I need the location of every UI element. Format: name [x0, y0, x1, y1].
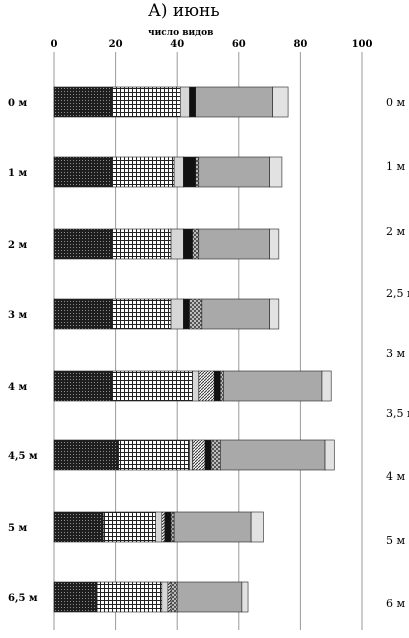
bar-segment — [112, 370, 193, 402]
category-label: 6,5 м — [8, 593, 38, 604]
bar-segment — [213, 370, 221, 402]
category-label: 4,5 м — [8, 451, 38, 462]
bar-segment — [195, 156, 200, 188]
right-label: 2 м — [386, 225, 405, 238]
x-tick-label: 80 — [293, 39, 307, 50]
right-label: 0 м — [386, 96, 405, 109]
bar-segment — [269, 228, 280, 260]
bar-segment — [53, 156, 113, 188]
chart-title: А) июнь — [148, 1, 220, 21]
x-tick-labels: 0 20 40 60 80 100 — [51, 39, 373, 50]
bar-segment — [192, 439, 206, 471]
bar-segment — [272, 86, 289, 118]
bar-segment — [53, 581, 98, 613]
bar-segment — [170, 228, 184, 260]
bar-segment — [321, 370, 332, 402]
bar-segment — [176, 581, 243, 613]
bar-segment — [183, 228, 193, 260]
x-axis-label: число видов — [148, 28, 213, 38]
bar-segment — [161, 581, 169, 613]
bar-segment — [189, 86, 196, 118]
bar-segment — [155, 511, 163, 543]
category-labels: 0 м 1 м 2 м 3 м 4 м 4,5 м 5 м 6,5 м — [8, 98, 38, 604]
right-label: 4 м — [386, 470, 405, 483]
bar-segment — [241, 581, 249, 613]
bar-segment — [201, 298, 270, 330]
category-label: 5 м — [8, 523, 27, 534]
bar-segment — [118, 439, 190, 471]
bar-segment — [112, 86, 181, 118]
x-tick-label: 60 — [232, 39, 246, 50]
bar-segment — [269, 298, 280, 330]
bar-segment — [250, 511, 264, 543]
right-label: 2,5 м — [386, 287, 409, 300]
bar-segment — [96, 581, 163, 613]
right-label: 1 м — [386, 160, 405, 173]
bar-segment — [167, 581, 172, 613]
bar-segment — [161, 511, 166, 543]
bar-segment — [112, 298, 172, 330]
bar-segment — [183, 156, 196, 188]
bar-segment — [210, 439, 221, 471]
bars — [53, 86, 335, 613]
bar-segment — [173, 156, 184, 188]
bar-segment — [164, 511, 172, 543]
bar-segment — [269, 156, 283, 188]
bar-segment — [220, 439, 326, 471]
bar-segment — [223, 370, 323, 402]
x-tick-label: 0 — [51, 39, 58, 50]
bar-segment — [173, 511, 252, 543]
category-label: 0 м — [8, 98, 27, 109]
bar-segment — [53, 511, 104, 543]
right-label: 6 м — [386, 597, 405, 610]
bar-segment — [102, 511, 156, 543]
bar-segment — [112, 156, 175, 188]
bar-segment — [170, 581, 178, 613]
bar-segment — [53, 439, 119, 471]
bar-segment — [53, 228, 113, 260]
right-label: 3 м — [386, 347, 405, 360]
category-label: 2 м — [8, 240, 27, 251]
bar-segment — [170, 298, 184, 330]
right-label: 5 м — [386, 534, 405, 547]
bar-segment — [112, 228, 172, 260]
bar-segment — [53, 86, 113, 118]
bar-segment — [170, 511, 175, 543]
bar-segment — [198, 228, 270, 260]
x-tick-label: 20 — [109, 39, 123, 50]
category-label: 1 м — [8, 168, 27, 179]
bar-segment — [192, 370, 200, 402]
x-tick-label: 40 — [170, 39, 184, 50]
bar-segment — [189, 298, 203, 330]
right-label: 3,5 м — [386, 407, 409, 420]
category-label: 3 м — [8, 310, 27, 321]
category-label: 4 м — [8, 382, 27, 393]
x-tick-label: 100 — [352, 39, 373, 50]
bar-segment — [198, 156, 270, 188]
bar-segment — [204, 439, 212, 471]
bar-segment — [192, 228, 200, 260]
bar-segment — [324, 439, 335, 471]
bar-segment — [220, 370, 224, 402]
bar-segment — [195, 86, 273, 118]
bar-segment — [179, 86, 190, 118]
bar-segment — [198, 370, 215, 402]
bar-segment — [189, 439, 193, 471]
right-labels: 0 м 1 м 2 м 2,5 м 3 м 3,5 м 4 м 5 м 6 м — [386, 96, 409, 610]
grid-lines — [53, 52, 363, 630]
bar-segment — [183, 298, 190, 330]
bar-segment — [53, 370, 113, 402]
bar-segment — [53, 298, 113, 330]
